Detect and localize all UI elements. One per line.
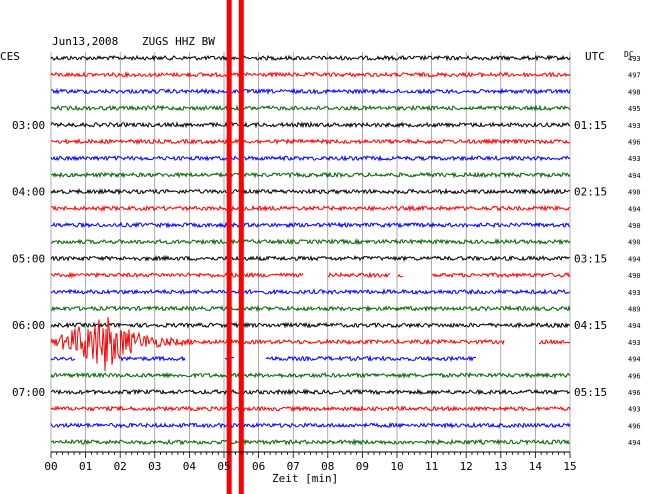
- minute-grid: [50, 52, 571, 452]
- trace-20: [50, 388, 570, 396]
- left-time-label-2: 05:00: [12, 252, 45, 265]
- trace-8: [50, 187, 571, 196]
- trace-19: [50, 371, 571, 380]
- x-tick-label-12: 12: [460, 460, 473, 473]
- trace-0: [50, 54, 571, 62]
- x-tick-label-15: 15: [563, 460, 576, 473]
- dc-offset-15: 489: [628, 306, 641, 314]
- right-time-labels: 01:15 02:15 03:15 04:15 05:15: [574, 119, 607, 399]
- left-time-labels: 03:00 04:00 05:00 06:00 07:00: [12, 119, 45, 399]
- dc-offset-10: 490: [628, 222, 641, 230]
- trace-10: [50, 221, 571, 229]
- dc-offset-11: 490: [628, 239, 641, 247]
- dc-offset-2: 498: [628, 88, 641, 96]
- trace-12: [50, 254, 571, 263]
- dc-offset-19: 496: [628, 372, 641, 380]
- x-tick-label-7: 07: [287, 460, 300, 473]
- dc-offset-23: 494: [628, 439, 641, 447]
- right-time-label-3: 04:15: [574, 319, 607, 332]
- left-time-label-3: 06:00: [12, 319, 45, 332]
- x-tick-label-2: 02: [114, 460, 127, 473]
- dc-offset-21: 493: [628, 406, 641, 414]
- trace-7: [50, 171, 571, 179]
- x-tick-label-5: 05: [217, 460, 230, 473]
- dc-offset-9: 494: [628, 205, 641, 213]
- dc-offset-13: 490: [628, 272, 641, 280]
- trace-2: [51, 87, 571, 96]
- trace-group: [50, 54, 571, 447]
- trace-21: [50, 404, 571, 413]
- dc-offset-6: 493: [628, 155, 641, 163]
- left-time-label-0: 03:00: [12, 119, 45, 132]
- dc-offset-17: 493: [628, 339, 641, 347]
- x-tick-label-0: 00: [44, 460, 57, 473]
- right-time-label-1: 02:15: [574, 186, 607, 199]
- dc-offset-5: 496: [628, 139, 641, 147]
- x-tick-label-9: 09: [356, 460, 369, 473]
- dc-offset-18: 494: [628, 356, 641, 364]
- x-tick-label-1: 01: [79, 460, 92, 473]
- x-tick-label-3: 03: [148, 460, 161, 473]
- dc-offset-4: 493: [628, 122, 641, 130]
- trace-11: [50, 237, 571, 246]
- x-tick-label-14: 14: [529, 460, 543, 473]
- dc-offset-7: 494: [628, 172, 641, 180]
- right-time-label-2: 03:15: [574, 252, 607, 265]
- x-axis-title: Zeit [min]: [272, 472, 338, 485]
- x-tick-label-11: 11: [425, 460, 438, 473]
- trace-4: [50, 121, 571, 129]
- left-time-label-4: 07:00: [12, 386, 45, 399]
- dc-offset-14: 493: [628, 289, 641, 297]
- x-tick-label-13: 13: [494, 460, 507, 473]
- x-tick-label-6: 06: [252, 460, 265, 473]
- marker-line-0: [226, 0, 232, 494]
- x-axis: 00 01 02 03 04 05 06 07 08 09 10 11 12 13 14 15: [44, 451, 577, 473]
- trace-13: [50, 271, 571, 279]
- dc-offset-3: 495: [628, 105, 641, 113]
- trace-5: [50, 137, 571, 146]
- trace-18: [50, 354, 477, 363]
- trace-17: [50, 317, 571, 372]
- station-label: ZUGS HHZ BW: [142, 35, 215, 48]
- trace-23: [50, 438, 571, 447]
- date-label: Jun13,2008: [52, 35, 118, 48]
- right-time-label-4: 05:15: [574, 386, 607, 399]
- left-unit-label: CES: [0, 50, 20, 63]
- dc-offset-1: 497: [628, 72, 641, 80]
- x-tick-label-8: 08: [321, 460, 334, 473]
- x-tick-label-4: 04: [183, 460, 197, 473]
- dc-label: DC: [624, 50, 634, 59]
- trace-22: [50, 421, 571, 430]
- trace-1: [50, 70, 571, 79]
- marker-line-1: [238, 0, 244, 494]
- x-tick-label-10: 10: [390, 460, 403, 473]
- trace-15: [50, 304, 571, 313]
- trace-3: [50, 104, 571, 112]
- dc-offset-16: 494: [628, 322, 641, 330]
- trace-9: [50, 204, 571, 213]
- dc-offset-22: 496: [628, 422, 641, 430]
- dc-offset-20: 496: [628, 389, 641, 397]
- dc-offset-labels: 493 497 498 495 493 496 493 494 490 494 490 490 494 4…: [628, 55, 641, 447]
- right-time-label-0: 01:15: [574, 119, 607, 132]
- trace-16: [50, 321, 570, 329]
- trace-6: [50, 154, 571, 162]
- marker-lines: [226, 0, 244, 494]
- trace-14: [50, 287, 571, 296]
- dc-offset-0: 493: [628, 55, 641, 63]
- left-time-label-1: 04:00: [12, 186, 45, 199]
- right-unit-label: UTC: [585, 50, 605, 63]
- dc-offset-8: 490: [628, 189, 641, 197]
- dc-offset-12: 494: [628, 255, 641, 263]
